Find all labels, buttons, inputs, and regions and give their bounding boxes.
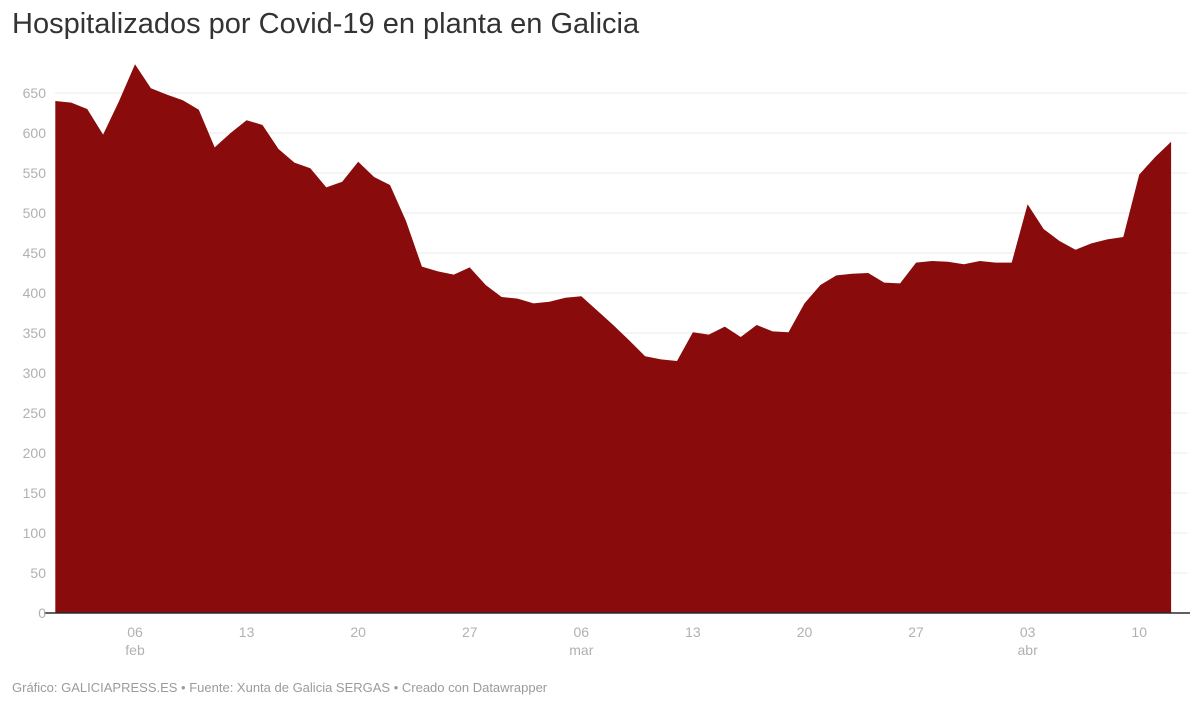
- x-tick-month-label: feb: [125, 642, 145, 658]
- y-tick-label: 150: [23, 485, 47, 501]
- x-tick-day-label: 03: [1020, 624, 1036, 640]
- chart-title: Hospitalizados por Covid-19 en planta en…: [12, 8, 640, 40]
- hospitalized-area-series[interactable]: [55, 64, 1172, 613]
- x-tick-month-label: abr: [1018, 642, 1039, 658]
- y-tick-label: 600: [23, 125, 47, 141]
- chart-footer: Gráfico: GALICIAPRESS.ES • Fuente: Xunta…: [12, 680, 548, 695]
- y-tick-label: 500: [23, 205, 47, 221]
- y-tick-label: 0: [38, 605, 46, 621]
- x-tick-month-label: mar: [569, 642, 593, 658]
- x-tick-day-label: 20: [350, 624, 366, 640]
- x-tick-day-label: 10: [1131, 624, 1147, 640]
- y-tick-label: 250: [23, 405, 47, 421]
- y-tick-label: 550: [23, 165, 47, 181]
- y-tick-label: 650: [23, 85, 47, 101]
- x-tick-day-label: 06: [127, 624, 143, 640]
- x-tick-day-label: 27: [908, 624, 924, 640]
- y-tick-label: 50: [30, 565, 46, 581]
- y-tick-label: 100: [23, 525, 47, 541]
- y-tick-label: 200: [23, 445, 47, 461]
- y-tick-label: 350: [23, 325, 47, 341]
- x-tick-day-label: 13: [685, 624, 701, 640]
- y-tick-label: 450: [23, 245, 47, 261]
- x-tick-day-label: 13: [239, 624, 255, 640]
- y-tick-label: 300: [23, 365, 47, 381]
- x-tick-day-label: 27: [462, 624, 478, 640]
- y-tick-label: 400: [23, 285, 47, 301]
- x-tick-day-label: 06: [574, 624, 590, 640]
- x-tick-day-label: 20: [797, 624, 813, 640]
